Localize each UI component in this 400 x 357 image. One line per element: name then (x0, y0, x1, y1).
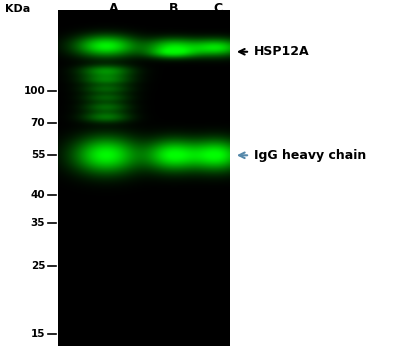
Text: HSP12A: HSP12A (254, 45, 310, 58)
Text: C: C (214, 2, 222, 15)
Text: 25: 25 (31, 261, 45, 271)
Text: 35: 35 (31, 218, 45, 228)
Bar (58, 11, 230, 346)
Text: A: A (109, 2, 119, 15)
Text: 55: 55 (31, 150, 45, 160)
Text: IgG heavy chain: IgG heavy chain (254, 149, 366, 162)
Text: 70: 70 (30, 118, 45, 128)
Text: 40: 40 (30, 190, 45, 200)
Text: 15: 15 (31, 329, 45, 339)
Text: B: B (169, 2, 179, 15)
Text: KDa: KDa (5, 4, 31, 14)
Text: 100: 100 (24, 86, 45, 96)
